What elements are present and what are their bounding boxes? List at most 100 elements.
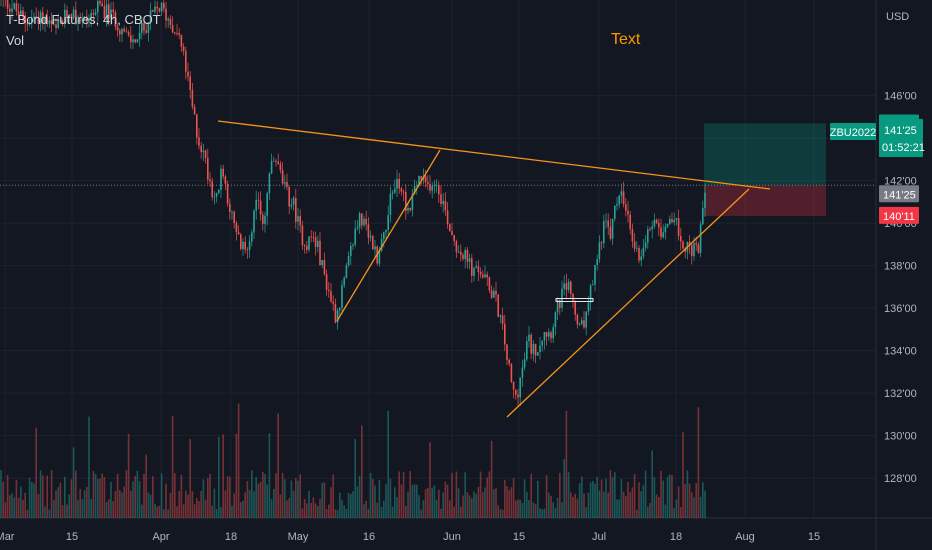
price-tick-label: 146'00 [884, 91, 917, 103]
volume-bar [471, 498, 473, 518]
candle-body [268, 173, 271, 194]
volume-bar [581, 476, 583, 518]
volume-bar [477, 486, 480, 518]
volume-bar [411, 485, 414, 518]
volume-bar [229, 476, 231, 518]
volume-bar [435, 499, 438, 518]
candle-body [44, 17, 46, 24]
volume-bar [413, 484, 416, 518]
candle-body [435, 184, 438, 186]
candle-body [15, 3, 18, 12]
volume-bar [552, 502, 554, 518]
candle-body [290, 204, 293, 207]
volume-bar [686, 470, 689, 518]
candle-body [400, 188, 403, 192]
candle-body [666, 223, 669, 227]
volume-bar [75, 470, 77, 518]
symbol-title[interactable]: T-Bond Futures, 4h, CBOT [6, 12, 161, 27]
volume-bar [636, 509, 638, 518]
volume-bar [539, 508, 541, 518]
candle-body [169, 18, 172, 25]
candle-body [92, 13, 95, 15]
candle-body [262, 214, 264, 224]
candle-body [607, 220, 609, 228]
volume-bar [440, 508, 442, 518]
annotation-text[interactable]: Text [611, 31, 641, 48]
volume-bar [374, 485, 376, 518]
volume-bar [523, 479, 526, 518]
volume-bar [453, 506, 455, 518]
volume-bar [543, 508, 546, 518]
candle-body [314, 237, 317, 248]
candle-body [658, 222, 660, 228]
candle-body [383, 232, 385, 240]
volume-bar [510, 487, 513, 518]
currency-label: USD [886, 11, 909, 23]
candle-body [50, 20, 53, 25]
volume-bar [28, 477, 31, 518]
volume-bar [341, 500, 343, 518]
candle-body [356, 227, 359, 229]
candle-body [312, 237, 315, 238]
candle-body [609, 227, 612, 239]
candle-body [501, 315, 504, 324]
candle-body [545, 332, 548, 337]
volume-bar [526, 491, 528, 518]
price-axis[interactable]: USD146'00144'00142'00140'00138'00136'001… [884, 11, 917, 485]
volume-bar [112, 500, 114, 518]
candle-body [295, 198, 297, 222]
candle-body [620, 191, 623, 196]
volume-bar [658, 497, 660, 518]
candle-body [581, 320, 583, 325]
volume-bar [284, 479, 286, 518]
candle-body [275, 160, 277, 162]
volume-bar [438, 489, 440, 518]
time-tick-label: Jul [592, 531, 606, 543]
volume-bar [328, 504, 330, 518]
candle-body [88, 18, 90, 22]
candle-body [143, 23, 145, 31]
candle-body [17, 11, 20, 16]
volume-bar [442, 492, 444, 518]
volume-bar [512, 477, 515, 518]
candle-body [306, 245, 308, 250]
candle-body [515, 389, 517, 395]
volume-bar [361, 425, 363, 518]
volume-bar [17, 497, 20, 518]
candle-body [541, 340, 543, 346]
volume-bar [350, 494, 352, 518]
candle-body [479, 271, 482, 275]
candle-body [72, 9, 75, 18]
volume-bar [519, 499, 521, 518]
volume-label[interactable]: Vol [6, 33, 25, 48]
candle-body [255, 199, 257, 211]
last-price-block [879, 119, 923, 157]
volume-bar [402, 471, 405, 518]
candle-body [218, 189, 220, 193]
time-tick-label: 18 [670, 531, 682, 543]
volume-bar [275, 473, 277, 518]
candle-body [211, 181, 213, 197]
volume-bar [647, 506, 649, 518]
candle-body [653, 219, 656, 227]
volume-bar [583, 493, 585, 518]
candle-body [207, 157, 209, 180]
candle-body [174, 32, 176, 34]
candle-body [398, 178, 400, 189]
time-axis[interactable]: Mar 15 Apr 18 May 16 Jun 15 Jul 18 Aug 15 [0, 531, 820, 543]
candle-body [636, 247, 638, 249]
candle-body [55, 24, 57, 28]
volume-bar [680, 506, 682, 518]
time-tick-label: 16 [363, 531, 375, 543]
candle-body [94, 12, 97, 15]
candle-body [460, 251, 462, 255]
volume-bar [537, 480, 539, 518]
candle-body [693, 243, 695, 257]
candle-body [284, 181, 286, 184]
volume-bar [255, 477, 257, 518]
volume-bar [266, 484, 268, 518]
volume-bar [704, 490, 706, 518]
volume-bar [123, 486, 125, 518]
candle-body [26, 22, 29, 25]
